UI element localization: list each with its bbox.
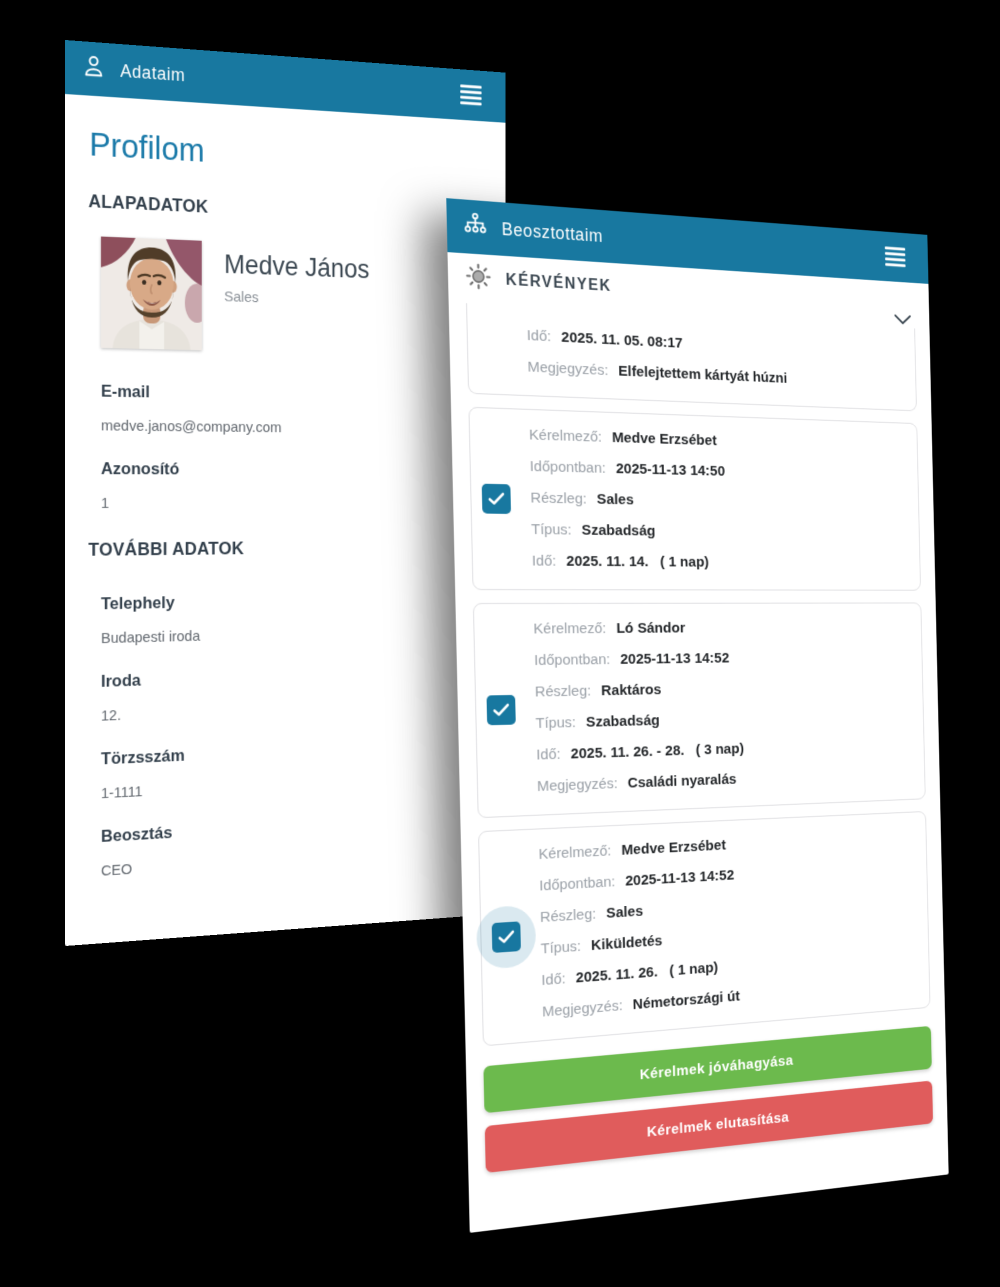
field-label: Beosztás [101,805,505,847]
checkmark-icon [492,703,509,717]
request-card[interactable]: Kérelmező: Medve Erzsébet Időpontban: 2025… [468,407,921,591]
row-value: 2025-11-13 14:50 [616,460,725,479]
field-value: 1-1111 [101,766,505,802]
page-title: Profilom [89,125,505,185]
row-value: 2025. 11. 05. 08:17 [561,329,683,352]
field-azonosito: Azonosító 1 [65,459,505,512]
row-value: 2025. 11. 26. - 28. ( 3 nap) [571,741,745,763]
row-value: 2025. 11. 14. ( 1 nap) [566,553,709,570]
field-beosztas: Beosztás CEO [65,805,505,882]
row-label: Kérelmező: [538,843,611,863]
row-value: Kiküldetés [591,933,663,954]
checkmark-icon [488,492,506,506]
request-list: Idő: 2025. 11. 05. 08:17 Megjegyzés: Elfel… [449,302,945,1048]
profile-name: Medve János [224,250,369,285]
field-value: CEO [101,838,505,879]
field-telephely: Telephely Budapesti iroda [65,588,505,648]
row-value: 2025. 11. 26. ( 1 nap) [576,959,719,986]
row-value: Raktáros [601,682,662,700]
request-card[interactable]: Kérelmező: Medve Erzsébet Időpontban: 2025… [478,811,930,1046]
field-value: medve.janos@company.com [101,417,505,438]
field-value: 12. [101,693,505,724]
row-value: Medve Erzsébet [621,837,726,859]
row-value: Sales [597,491,634,508]
field-value: 1 [101,495,505,512]
profile-role: Sales [224,288,369,309]
row-value: 2025-11-13 14:52 [625,867,734,889]
row-value: Szabadság [581,522,655,539]
sun-icon [465,262,492,295]
row-value: Sales [606,903,643,922]
row-value: Családi nyaralás [627,771,736,791]
row-label: Idő: [536,746,561,763]
row-label: Idő: [541,971,566,990]
row-value: Ló Sándor [616,620,685,637]
row-value: Medve Erzsébet [612,429,717,449]
field-torzsszam: Törzsszám 1-1111 [65,732,505,804]
request-checkbox-checked[interactable] [482,484,511,514]
row-label: Időpontban: [534,651,610,669]
profile-row: Medve János Sales [101,237,505,358]
field-email: E-mail medve.janos@company.com [65,381,505,438]
field-label: E-mail [101,382,505,408]
row-label: Időpontban: [530,458,606,477]
row-label: Idő: [527,327,552,345]
row-label: Típus: [541,938,582,957]
field-value: Budapesti iroda [101,621,505,647]
appbar-title: Adataim [120,60,185,85]
request-checkbox-checked[interactable] [492,921,521,953]
row-label: Megjegyzés: [537,775,618,795]
hamburger-menu-icon[interactable] [883,245,907,270]
row-label: Megjegyzés: [542,997,623,1020]
row-label: Kérelmező: [529,427,602,446]
row-value: Németországi út [633,988,740,1013]
row-label: Időpontban: [539,874,615,895]
beosztottaim-screen: Beosztottaim KÉRVÉNYEK Idő: 2025. 11. 05.… [446,198,948,1233]
checkmark-icon [498,930,515,945]
adataim-appbar: Adataim [65,40,505,123]
row-label: Részleg: [540,906,596,926]
row-label: Kérelmező: [533,620,606,637]
row-value: Szabadság [586,712,660,730]
field-label: Telephely [101,588,505,615]
row-value: Elfelejtettem kártyát húzni [618,363,787,387]
profile-text: Medve János Sales [224,242,369,355]
row-label: Típus: [535,714,576,732]
request-card[interactable]: Kérelmező: Ló Sándor Időpontban: 2025-11-1… [473,603,926,819]
section-title-basic: ALAPADATOK [88,191,505,231]
field-label: Iroda [101,660,505,692]
row-label: Részleg: [535,683,592,701]
row-value: 2025-11-13 14:52 [620,650,729,668]
field-label: Törzsszám [101,732,505,769]
field-label: Azonosító [101,459,505,480]
person-icon [81,52,107,86]
appbar-title: Beosztottaim [501,219,603,247]
row-label: Típus: [531,521,572,538]
profile-photo [101,237,202,351]
row-label: Idő: [532,553,557,570]
field-iroda: Iroda 12. [65,660,505,726]
request-checkbox-checked[interactable] [486,695,515,725]
adataim-screen: Adataim Profilom ALAPADATOK [65,40,505,946]
kervenyek-title: KÉRVÉNYEK [506,272,612,296]
row-label: Megjegyzés: [527,359,608,379]
row-label: Részleg: [530,490,587,508]
org-chart-icon [462,210,489,244]
hamburger-menu-icon[interactable] [459,83,484,108]
section-title-more: TOVÁBBI ADATOK [88,537,505,561]
